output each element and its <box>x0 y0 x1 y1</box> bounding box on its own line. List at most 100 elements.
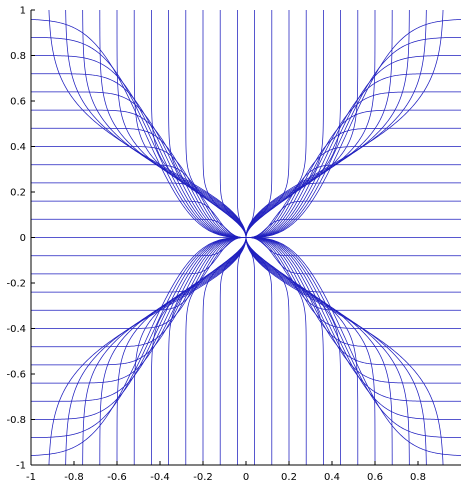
streamline-h-5-right <box>246 237 461 366</box>
y-tick-label: 0 <box>20 233 26 244</box>
y-tick-label: 1 <box>20 6 26 17</box>
streamline-h-0-left <box>31 237 246 456</box>
streamline-v-7-top <box>168 10 247 238</box>
streamline-h-11-left <box>31 237 246 257</box>
streamline-h-15-right <box>246 182 461 238</box>
streamline-v-13-top <box>245 10 273 238</box>
x-tick-label: 0.8 <box>410 472 426 483</box>
streamline-h-8-left <box>31 237 246 311</box>
streamline-v-1-bottom <box>65 237 247 465</box>
streamline-h-15-left <box>31 182 246 238</box>
streamline-h-24-left <box>31 19 246 238</box>
streamline-v-8-bottom <box>185 237 247 465</box>
streamline-v-18-bottom <box>245 237 359 465</box>
streamline-h-24-right <box>246 19 461 238</box>
streamline-v-8-top <box>185 10 247 238</box>
x-tick-label: 0.2 <box>281 472 297 483</box>
streamline-h-19-right <box>246 109 461 238</box>
streamline-v-5-top <box>133 10 247 238</box>
streamline-v-9-bottom <box>202 237 247 465</box>
streamline-h-23-left <box>31 36 246 238</box>
streamline-v-0-bottom <box>48 237 247 465</box>
streamline-h-8-right <box>246 237 461 311</box>
y-tick-label: 0.2 <box>10 188 26 199</box>
streamline-h-0-right <box>246 237 461 456</box>
streamline-h-3-right <box>246 237 461 402</box>
x-tick-label: -0.8 <box>64 472 84 483</box>
streamline-h-4-left <box>31 237 246 384</box>
streamline-h-16-left <box>31 164 246 238</box>
streamline-v-2-bottom <box>82 237 247 465</box>
streamline-v-10-top <box>219 10 247 238</box>
streamline-h-10-right <box>246 237 461 275</box>
streamline-h-17-right <box>246 146 461 238</box>
streamline-h-3-left <box>31 237 246 402</box>
streamline-h-1-right <box>246 237 461 439</box>
streamline-h-17-left <box>31 146 246 238</box>
streamline-v-19-top <box>245 10 376 238</box>
y-tick-label: -0.2 <box>6 279 26 290</box>
x-tick-label: 0 <box>243 472 249 483</box>
y-tick-label: -0.6 <box>6 370 26 381</box>
streamline-v-21-top <box>245 10 410 238</box>
y-tick-label: -0.8 <box>6 415 26 426</box>
streamline-v-16-top <box>245 10 324 238</box>
streamline-h-21-right <box>246 73 461 238</box>
y-tick-label: -0.4 <box>6 324 26 335</box>
streamline-v-11-bottom <box>237 237 247 465</box>
streamline-v-22-bottom <box>245 237 427 465</box>
streamline-h-2-left <box>31 237 246 420</box>
streamline-h-22-right <box>246 55 461 238</box>
streamline-h-16-right <box>246 164 461 238</box>
streamline-h-7-left <box>31 237 246 329</box>
streamline-h-20-right <box>246 91 461 238</box>
streamline-v-10-bottom <box>219 237 247 465</box>
streamline-h-10-left <box>31 237 246 275</box>
streamline-h-5-left <box>31 237 246 366</box>
streamline-v-16-bottom <box>245 237 324 465</box>
streamline-v-7-bottom <box>168 237 247 465</box>
streamline-v-5-bottom <box>133 237 247 465</box>
streamline-h-1-left <box>31 237 246 439</box>
streamline-v-21-bottom <box>245 237 410 465</box>
streamline-h-4-right <box>246 237 461 384</box>
y-tick-label: 0.4 <box>10 142 26 153</box>
x-tick-label: 0.4 <box>324 472 340 483</box>
streamline-v-18-top <box>245 10 359 238</box>
y-tick-label: -1 <box>16 461 26 472</box>
streamline-v-20-bottom <box>245 237 393 465</box>
streamline-v-20-top <box>245 10 393 238</box>
streamline-v-4-top <box>116 10 247 238</box>
streamline-v-12-top <box>245 10 255 238</box>
streamline-h-20-left <box>31 91 246 238</box>
streamline-h-22-left <box>31 55 246 238</box>
streamline-v-23-top <box>245 10 444 238</box>
y-axis-ticks: -1 -0.8 -0.6 -0.4 -0.2 0 0.2 0.4 0.6 0.8 1 <box>6 6 35 472</box>
streamline-h-7-right <box>246 237 461 329</box>
x-tick-label: -0.2 <box>193 472 213 483</box>
streamline-v-17-bottom <box>245 237 341 465</box>
x-tick-label: -0.4 <box>150 472 170 483</box>
streamline-v-13-bottom <box>245 237 273 465</box>
streamline-h-11-right <box>246 237 461 257</box>
streamline-v-3-top <box>99 10 247 238</box>
streamline-v-9-top <box>202 10 247 238</box>
streamline-h-19-left <box>31 109 246 238</box>
streamline-v-15-top <box>245 10 307 238</box>
x-tick-label: -0.6 <box>107 472 127 483</box>
streamline-v-3-bottom <box>99 237 247 465</box>
streamline-v-4-bottom <box>116 237 247 465</box>
streamline-h-13-left <box>31 218 246 238</box>
x-tick-label: 0.6 <box>367 472 383 483</box>
y-tick-label: 0.6 <box>10 97 26 108</box>
y-tick-label: 0.8 <box>10 51 26 62</box>
x-axis-ticks: -1 -0.8 -0.6 -0.4 -0.2 0 0.2 0.4 0.6 0.8 <box>26 461 426 483</box>
streamline-v-12-bottom <box>245 237 255 465</box>
x-tick-label: -1 <box>26 472 36 483</box>
streamline-v-0-top <box>48 10 247 238</box>
streamline-h-2-right <box>246 237 461 420</box>
streamline-v-1-top <box>65 10 247 238</box>
streamline-h-23-right <box>246 36 461 238</box>
streamline-v-17-top <box>245 10 341 238</box>
